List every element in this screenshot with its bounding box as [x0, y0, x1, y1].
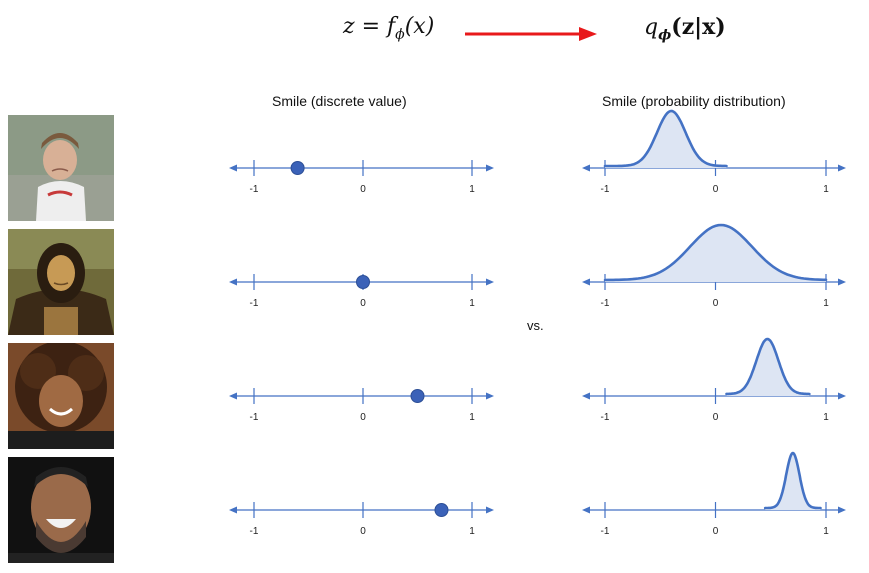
axis-arrow-left-dist-0	[582, 164, 590, 172]
axis-arrow-right-dist-1	[838, 278, 846, 286]
title-discrete: Smile (discrete value)	[272, 93, 407, 109]
axis-arrow-right-discrete-1	[486, 278, 494, 286]
girl-smiling-photo	[8, 343, 114, 449]
distribution-fill-0	[605, 111, 727, 168]
smile-value-dot-3	[434, 503, 449, 517]
axis-tick-label-dist-0-1: 0	[713, 184, 719, 195]
axis-tick-label-dist-0-2: 1	[823, 184, 829, 195]
axis-arrow-right-discrete-0	[486, 164, 494, 172]
formula-var: z	[343, 14, 355, 39]
mona-lisa-photo	[8, 229, 114, 335]
axis-tick-label-discrete-1-2: 1	[469, 298, 475, 309]
smile-value-dot-0	[290, 161, 305, 175]
formula-q-sub: ϕ	[658, 27, 672, 44]
axis-tick-label-discrete-1-0: -1	[250, 298, 259, 309]
distribution-fill-1	[605, 225, 826, 282]
axis-arrow-left-discrete-3	[229, 506, 237, 514]
distribution-curve-1	[603, 223, 828, 282]
axis-tick-label-dist-2-0: -1	[601, 412, 610, 423]
formula-f: f	[387, 14, 396, 39]
boy-frowning-photo	[8, 115, 114, 221]
axis-arrow-right-dist-2	[838, 392, 846, 400]
smile-value-dot-1	[356, 275, 370, 289]
formula-right: qϕ(z|x)	[644, 14, 726, 43]
axis-tick-label-dist-3-2: 1	[823, 526, 829, 537]
axis-tick-label-discrete-2-1: 0	[360, 412, 366, 423]
distribution-curve-0	[603, 109, 728, 168]
formula-q-arg: (z|x)	[671, 14, 726, 40]
axis-tick-label-dist-1-2: 1	[823, 298, 829, 309]
axis-tick-label-discrete-2-0: -1	[250, 412, 259, 423]
axis-arrow-left-discrete-1	[229, 278, 237, 286]
axis-arrow-left-discrete-0	[229, 164, 237, 172]
axis-tick-label-dist-2-2: 1	[823, 412, 829, 423]
axis-arrow-left-discrete-2	[229, 392, 237, 400]
vs-label: vs.	[527, 318, 544, 333]
distribution-curve-2	[725, 337, 811, 396]
axis-tick-label-discrete-3-1: 0	[360, 526, 366, 537]
smile-value-dot-2	[410, 389, 425, 403]
axis-tick-label-discrete-3-0: -1	[250, 526, 259, 537]
axis-arrow-right-discrete-2	[486, 392, 494, 400]
axis-tick-label-discrete-0-0: -1	[250, 184, 259, 195]
formula-eq: =	[354, 14, 388, 39]
axis-tick-label-discrete-0-1: 0	[360, 184, 366, 195]
axis-arrow-right-dist-3	[838, 506, 846, 514]
red-arrow-icon	[465, 27, 597, 41]
formula-q: q	[644, 15, 659, 40]
axis-tick-label-dist-3-1: 0	[713, 526, 719, 537]
distribution-fill-3	[765, 453, 821, 510]
axis-tick-label-discrete-2-2: 1	[469, 412, 475, 423]
axis-arrow-right-discrete-3	[486, 506, 494, 514]
axis-arrow-right-dist-0	[838, 164, 846, 172]
formula-left: z = fϕ(x)	[343, 14, 434, 42]
axis-tick-label-dist-1-1: 0	[713, 298, 719, 309]
title-distribution: Smile (probability distribution)	[602, 93, 786, 109]
axis-arrow-left-dist-2	[582, 392, 590, 400]
axis-tick-label-dist-3-0: -1	[601, 526, 610, 537]
axis-tick-label-discrete-0-2: 1	[469, 184, 475, 195]
axis-arrow-left-dist-1	[582, 278, 590, 286]
axis-tick-label-dist-0-0: -1	[601, 184, 610, 195]
axis-tick-label-discrete-3-2: 1	[469, 526, 475, 537]
formula-arg: (x)	[404, 14, 435, 39]
axis-tick-label-dist-1-0: -1	[601, 298, 610, 309]
axis-tick-label-discrete-1-1: 0	[360, 298, 366, 309]
axis-tick-label-dist-2-1: 0	[713, 412, 719, 423]
distribution-fill-2	[726, 339, 810, 396]
man-laughing-photo	[8, 457, 114, 563]
distribution-curve-3	[763, 451, 822, 510]
axis-arrow-left-dist-3	[582, 506, 590, 514]
formula-sub: ϕ	[395, 26, 405, 43]
